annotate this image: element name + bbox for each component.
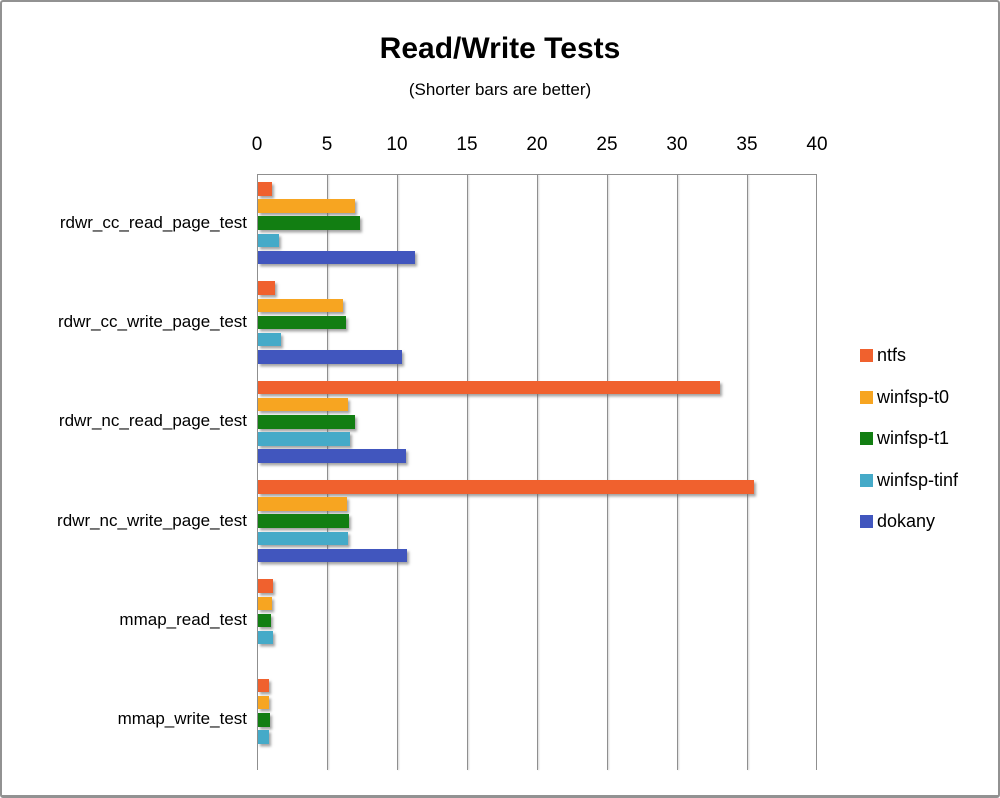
x-tick-label: 15 — [456, 134, 478, 155]
legend-swatch-icon — [860, 473, 873, 487]
bar-winfsp-t0-rdwr_cc_read_page_test — [258, 199, 355, 213]
x-tick-label: 30 — [666, 134, 688, 155]
bar-ntfs-rdwr_cc_write_page_test — [258, 281, 275, 295]
bar-winfsp-t1-mmap_read_test — [258, 613, 272, 628]
legend-item-winfsp-tinf: winfsp-tinf — [860, 470, 958, 491]
category-label: mmap_write_test — [117, 709, 247, 729]
gridline — [677, 175, 678, 770]
x-tick-label: 5 — [321, 134, 333, 155]
category-label: rdwr_nc_read_page_test — [58, 411, 247, 431]
x-tick-label: 10 — [386, 134, 408, 155]
bar-winfsp-t1-rdwr_cc_read_page_test — [258, 216, 361, 230]
legend-label: winfsp-t1 — [877, 428, 950, 448]
legend-item-winfsp-t1: winfsp-t1 — [860, 428, 949, 449]
legend-swatch-icon — [860, 515, 873, 528]
legend-swatch-icon — [860, 432, 873, 445]
gridline — [397, 175, 398, 770]
bar-winfsp-t1-rdwr_cc_write_page_test — [258, 315, 346, 330]
bar-winfsp-t0-rdwr_nc_read_page_test — [258, 397, 348, 412]
bar-winfsp-tinf-rdwr_cc_read_page_test — [258, 233, 279, 248]
gridline — [537, 175, 538, 770]
gridline — [467, 175, 468, 770]
bar-winfsp-t1-rdwr_nc_write_page_test — [258, 514, 349, 528]
bar-ntfs-rdwr_cc_read_page_test — [258, 182, 272, 196]
category-label: rdwr_nc_write_page_test — [57, 510, 247, 530]
x-tick-label: 40 — [806, 134, 828, 155]
x-tick-label: 20 — [526, 134, 548, 155]
gridline — [747, 175, 748, 770]
bar-ntfs-mmap_read_test — [258, 579, 273, 593]
legend-label: dokany — [877, 511, 936, 531]
category-label: mmap_read_test — [119, 609, 247, 629]
bar-winfsp-t1-rdwr_nc_read_page_test — [258, 415, 355, 429]
bar-ntfs-mmap_write_test — [258, 678, 270, 693]
bar-winfsp-tinf-rdwr_cc_write_page_test — [258, 332, 282, 347]
bar-dokany-rdwr_nc_write_page_test — [258, 548, 408, 563]
category-label: rdwr_cc_write_page_test — [58, 311, 247, 331]
legend-item-dokany: dokany — [860, 511, 935, 532]
bar-winfsp-t0-rdwr_cc_write_page_test — [258, 298, 344, 313]
bar-winfsp-tinf-mmap_read_test — [258, 630, 273, 645]
legend-label: ntfs — [877, 345, 907, 365]
bar-winfsp-t0-mmap_write_test — [258, 695, 270, 710]
bar-winfsp-t0-rdwr_nc_write_page_test — [258, 497, 347, 511]
legend-label: winfsp-tinf — [877, 469, 959, 490]
bar-winfsp-t1-mmap_write_test — [258, 713, 270, 727]
gridline — [327, 175, 328, 770]
bar-ntfs-rdwr_nc_write_page_test — [258, 480, 754, 494]
bar-winfsp-tinf-rdwr_nc_write_page_test — [258, 531, 348, 546]
legend-item-winfsp-t0: winfsp-t0 — [860, 387, 949, 408]
gridline — [607, 175, 608, 770]
bar-ntfs-rdwr_nc_read_page_test — [258, 380, 720, 395]
legend-item-ntfs: ntfs — [860, 345, 906, 366]
x-tick-label: 25 — [596, 134, 618, 155]
x-tick-label: 0 — [251, 134, 263, 155]
x-tick-label: 35 — [736, 134, 758, 155]
category-label: rdwr_cc_read_page_test — [59, 212, 247, 232]
chart-subtitle: (Shorter bars are better) — [408, 80, 592, 99]
legend-swatch-icon — [860, 390, 873, 404]
bar-dokany-rdwr_cc_read_page_test — [258, 250, 415, 265]
plot-area — [257, 174, 817, 770]
bar-winfsp-tinf-mmap_write_test — [258, 730, 269, 744]
legend-label: winfsp-t0 — [877, 386, 950, 407]
legend-swatch-icon — [860, 349, 873, 362]
bar-winfsp-tinf-rdwr_nc_read_page_test — [258, 432, 350, 446]
bar-dokany-rdwr_cc_write_page_test — [258, 350, 403, 364]
chart-title: Read/Write Tests — [379, 32, 621, 65]
bar-winfsp-t0-mmap_read_test — [258, 596, 272, 611]
bar-dokany-rdwr_nc_read_page_test — [258, 449, 406, 463]
